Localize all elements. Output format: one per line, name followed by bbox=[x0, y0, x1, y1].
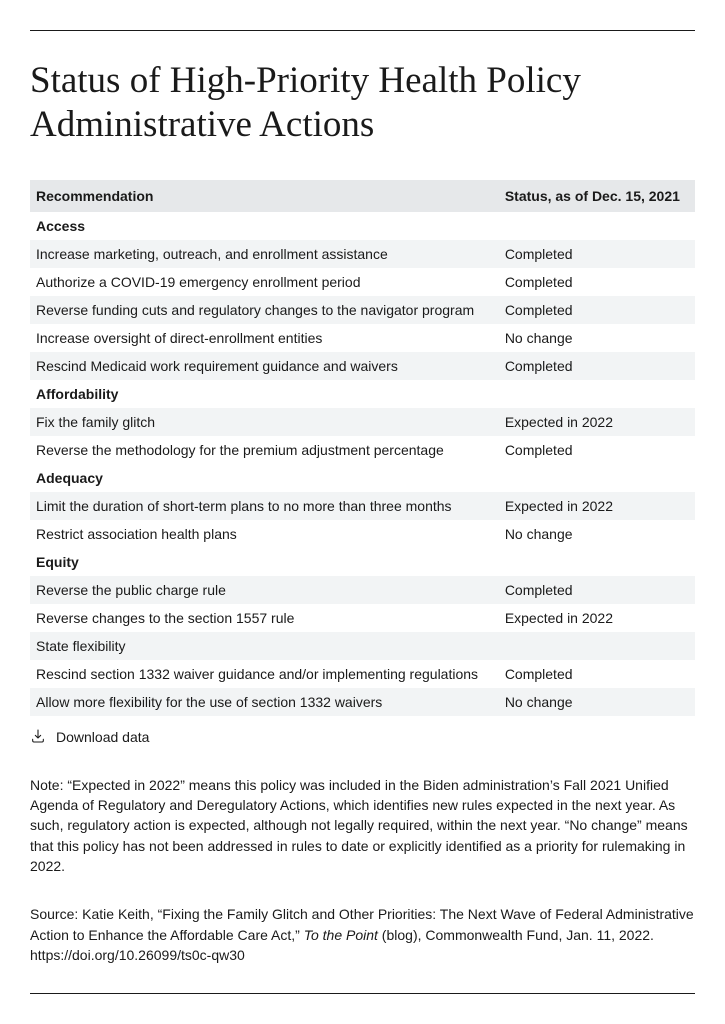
table-row: Limit the duration of short-term plans t… bbox=[30, 492, 695, 520]
cell-status: Completed bbox=[499, 576, 695, 604]
table-row: Restrict association health plansNo chan… bbox=[30, 520, 695, 548]
cell-recommendation: Increase oversight of direct-enrollment … bbox=[30, 324, 499, 352]
table-row: Increase oversight of direct-enrollment … bbox=[30, 324, 695, 352]
cell-status: No change bbox=[499, 688, 695, 716]
cell-recommendation: State flexibility bbox=[30, 632, 499, 660]
table-row: Reverse funding cuts and regulatory chan… bbox=[30, 296, 695, 324]
section-empty bbox=[499, 548, 695, 576]
cell-status bbox=[499, 632, 695, 660]
cell-status: Completed bbox=[499, 296, 695, 324]
download-data-button[interactable]: Download data bbox=[30, 728, 695, 747]
cell-status: Completed bbox=[499, 268, 695, 296]
cell-recommendation: Reverse the methodology for the premium … bbox=[30, 436, 499, 464]
table-body: AccessIncrease marketing, outreach, and … bbox=[30, 212, 695, 716]
table-row: Rescind Medicaid work requirement guidan… bbox=[30, 352, 695, 380]
top-rule bbox=[30, 30, 695, 31]
table-row: Allow more flexibility for the use of se… bbox=[30, 688, 695, 716]
section-empty bbox=[499, 212, 695, 240]
cell-recommendation: Rescind Medicaid work requirement guidan… bbox=[30, 352, 499, 380]
note-text: Note: “Expected in 2022” means this poli… bbox=[30, 775, 695, 876]
section-header: Access bbox=[30, 212, 695, 240]
section-label: Adequacy bbox=[30, 464, 499, 492]
table-row: State flexibility bbox=[30, 632, 695, 660]
cell-recommendation: Fix the family glitch bbox=[30, 408, 499, 436]
section-label: Equity bbox=[30, 548, 499, 576]
policy-status-table: Recommendation Status, as of Dec. 15, 20… bbox=[30, 180, 695, 716]
section-empty bbox=[499, 380, 695, 408]
section-empty bbox=[499, 464, 695, 492]
cell-status: Expected in 2022 bbox=[499, 604, 695, 632]
source-text: Source: Katie Keith, “Fixing the Family … bbox=[30, 904, 695, 965]
cell-status: Completed bbox=[499, 436, 695, 464]
col-recommendation: Recommendation bbox=[30, 180, 499, 212]
cell-status: Expected in 2022 bbox=[499, 492, 695, 520]
cell-status: No change bbox=[499, 520, 695, 548]
bottom-rule bbox=[30, 993, 695, 994]
table-row: Authorize a COVID-19 emergency enrollmen… bbox=[30, 268, 695, 296]
table-row: Reverse the public charge ruleCompleted bbox=[30, 576, 695, 604]
table-row: Fix the family glitchExpected in 2022 bbox=[30, 408, 695, 436]
cell-status: No change bbox=[499, 324, 695, 352]
section-header: Adequacy bbox=[30, 464, 695, 492]
section-label: Access bbox=[30, 212, 499, 240]
cell-recommendation: Allow more flexibility for the use of se… bbox=[30, 688, 499, 716]
table-row: Reverse changes to the section 1557 rule… bbox=[30, 604, 695, 632]
download-icon bbox=[30, 728, 46, 747]
cell-recommendation: Increase marketing, outreach, and enroll… bbox=[30, 240, 499, 268]
cell-status: Expected in 2022 bbox=[499, 408, 695, 436]
cell-recommendation: Limit the duration of short-term plans t… bbox=[30, 492, 499, 520]
cell-recommendation: Authorize a COVID-19 emergency enrollmen… bbox=[30, 268, 499, 296]
col-status: Status, as of Dec. 15, 2021 bbox=[499, 180, 695, 212]
section-header: Equity bbox=[30, 548, 695, 576]
table-row: Increase marketing, outreach, and enroll… bbox=[30, 240, 695, 268]
source-italic: To the Point bbox=[304, 927, 378, 943]
cell-status: Completed bbox=[499, 240, 695, 268]
download-label: Download data bbox=[56, 729, 149, 745]
table-row: Rescind section 1332 waiver guidance and… bbox=[30, 660, 695, 688]
cell-recommendation: Reverse funding cuts and regulatory chan… bbox=[30, 296, 499, 324]
cell-recommendation: Rescind section 1332 waiver guidance and… bbox=[30, 660, 499, 688]
section-label: Affordability bbox=[30, 380, 499, 408]
table-row: Reverse the methodology for the premium … bbox=[30, 436, 695, 464]
cell-status: Completed bbox=[499, 352, 695, 380]
cell-recommendation: Reverse changes to the section 1557 rule bbox=[30, 604, 499, 632]
cell-recommendation: Restrict association health plans bbox=[30, 520, 499, 548]
section-header: Affordability bbox=[30, 380, 695, 408]
cell-status: Completed bbox=[499, 660, 695, 688]
page-title: Status of High-Priority Health Policy Ad… bbox=[30, 59, 695, 148]
cell-recommendation: Reverse the public charge rule bbox=[30, 576, 499, 604]
